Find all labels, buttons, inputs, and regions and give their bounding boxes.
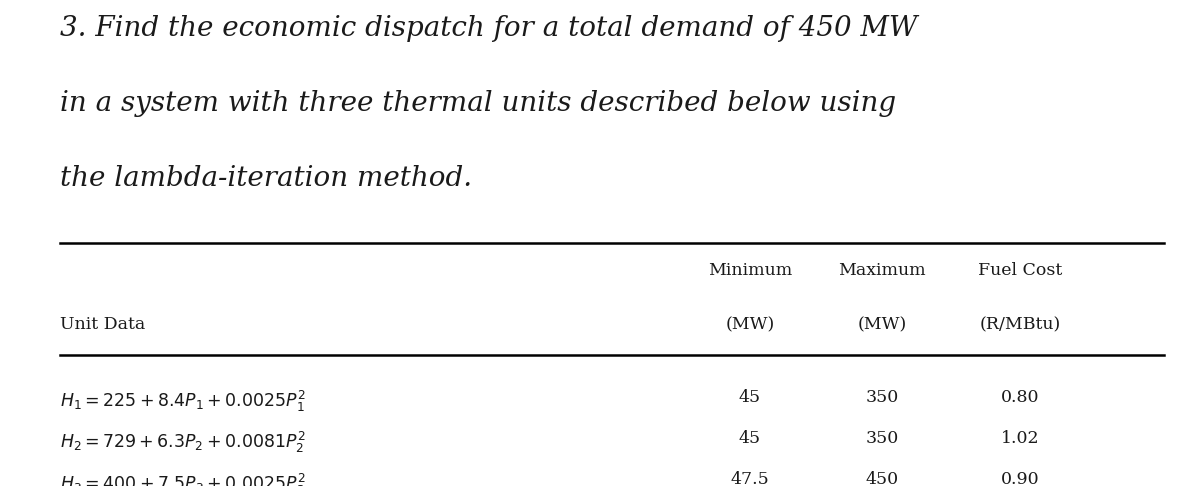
Text: (MW): (MW) — [857, 316, 907, 333]
Text: in a system with three thermal units described below using: in a system with three thermal units des… — [60, 90, 896, 117]
Text: (R/MBtu): (R/MBtu) — [979, 316, 1061, 333]
Text: Fuel Cost: Fuel Cost — [978, 262, 1062, 279]
Text: (MW): (MW) — [725, 316, 775, 333]
Text: 350: 350 — [865, 430, 899, 447]
Text: 3. Find the economic dispatch for a total demand of 450 MW: 3. Find the economic dispatch for a tota… — [60, 15, 917, 42]
Text: 45: 45 — [739, 430, 761, 447]
Text: $H_3 = 400 + 7.5P_3 + 0.0025P_3^2$: $H_3 = 400 + 7.5P_3 + 0.0025P_3^2$ — [60, 471, 306, 486]
Text: 0.80: 0.80 — [1001, 389, 1039, 406]
Text: 47.5: 47.5 — [731, 471, 769, 486]
Text: $H_1 = 225 + 8.4P_1 + 0.0025P_1^2$: $H_1 = 225 + 8.4P_1 + 0.0025P_1^2$ — [60, 389, 306, 414]
Text: Minimum: Minimum — [708, 262, 792, 279]
Text: 350: 350 — [865, 389, 899, 406]
Text: 450: 450 — [865, 471, 899, 486]
Text: 1.02: 1.02 — [1001, 430, 1039, 447]
Text: 45: 45 — [739, 389, 761, 406]
Text: Maximum: Maximum — [838, 262, 926, 279]
Text: the lambda-iteration method.: the lambda-iteration method. — [60, 165, 472, 192]
Text: $H_2 = 729 + 6.3P_2 + 0.0081P_2^2$: $H_2 = 729 + 6.3P_2 + 0.0081P_2^2$ — [60, 430, 306, 455]
Text: 0.90: 0.90 — [1001, 471, 1039, 486]
Text: Unit Data: Unit Data — [60, 316, 145, 333]
